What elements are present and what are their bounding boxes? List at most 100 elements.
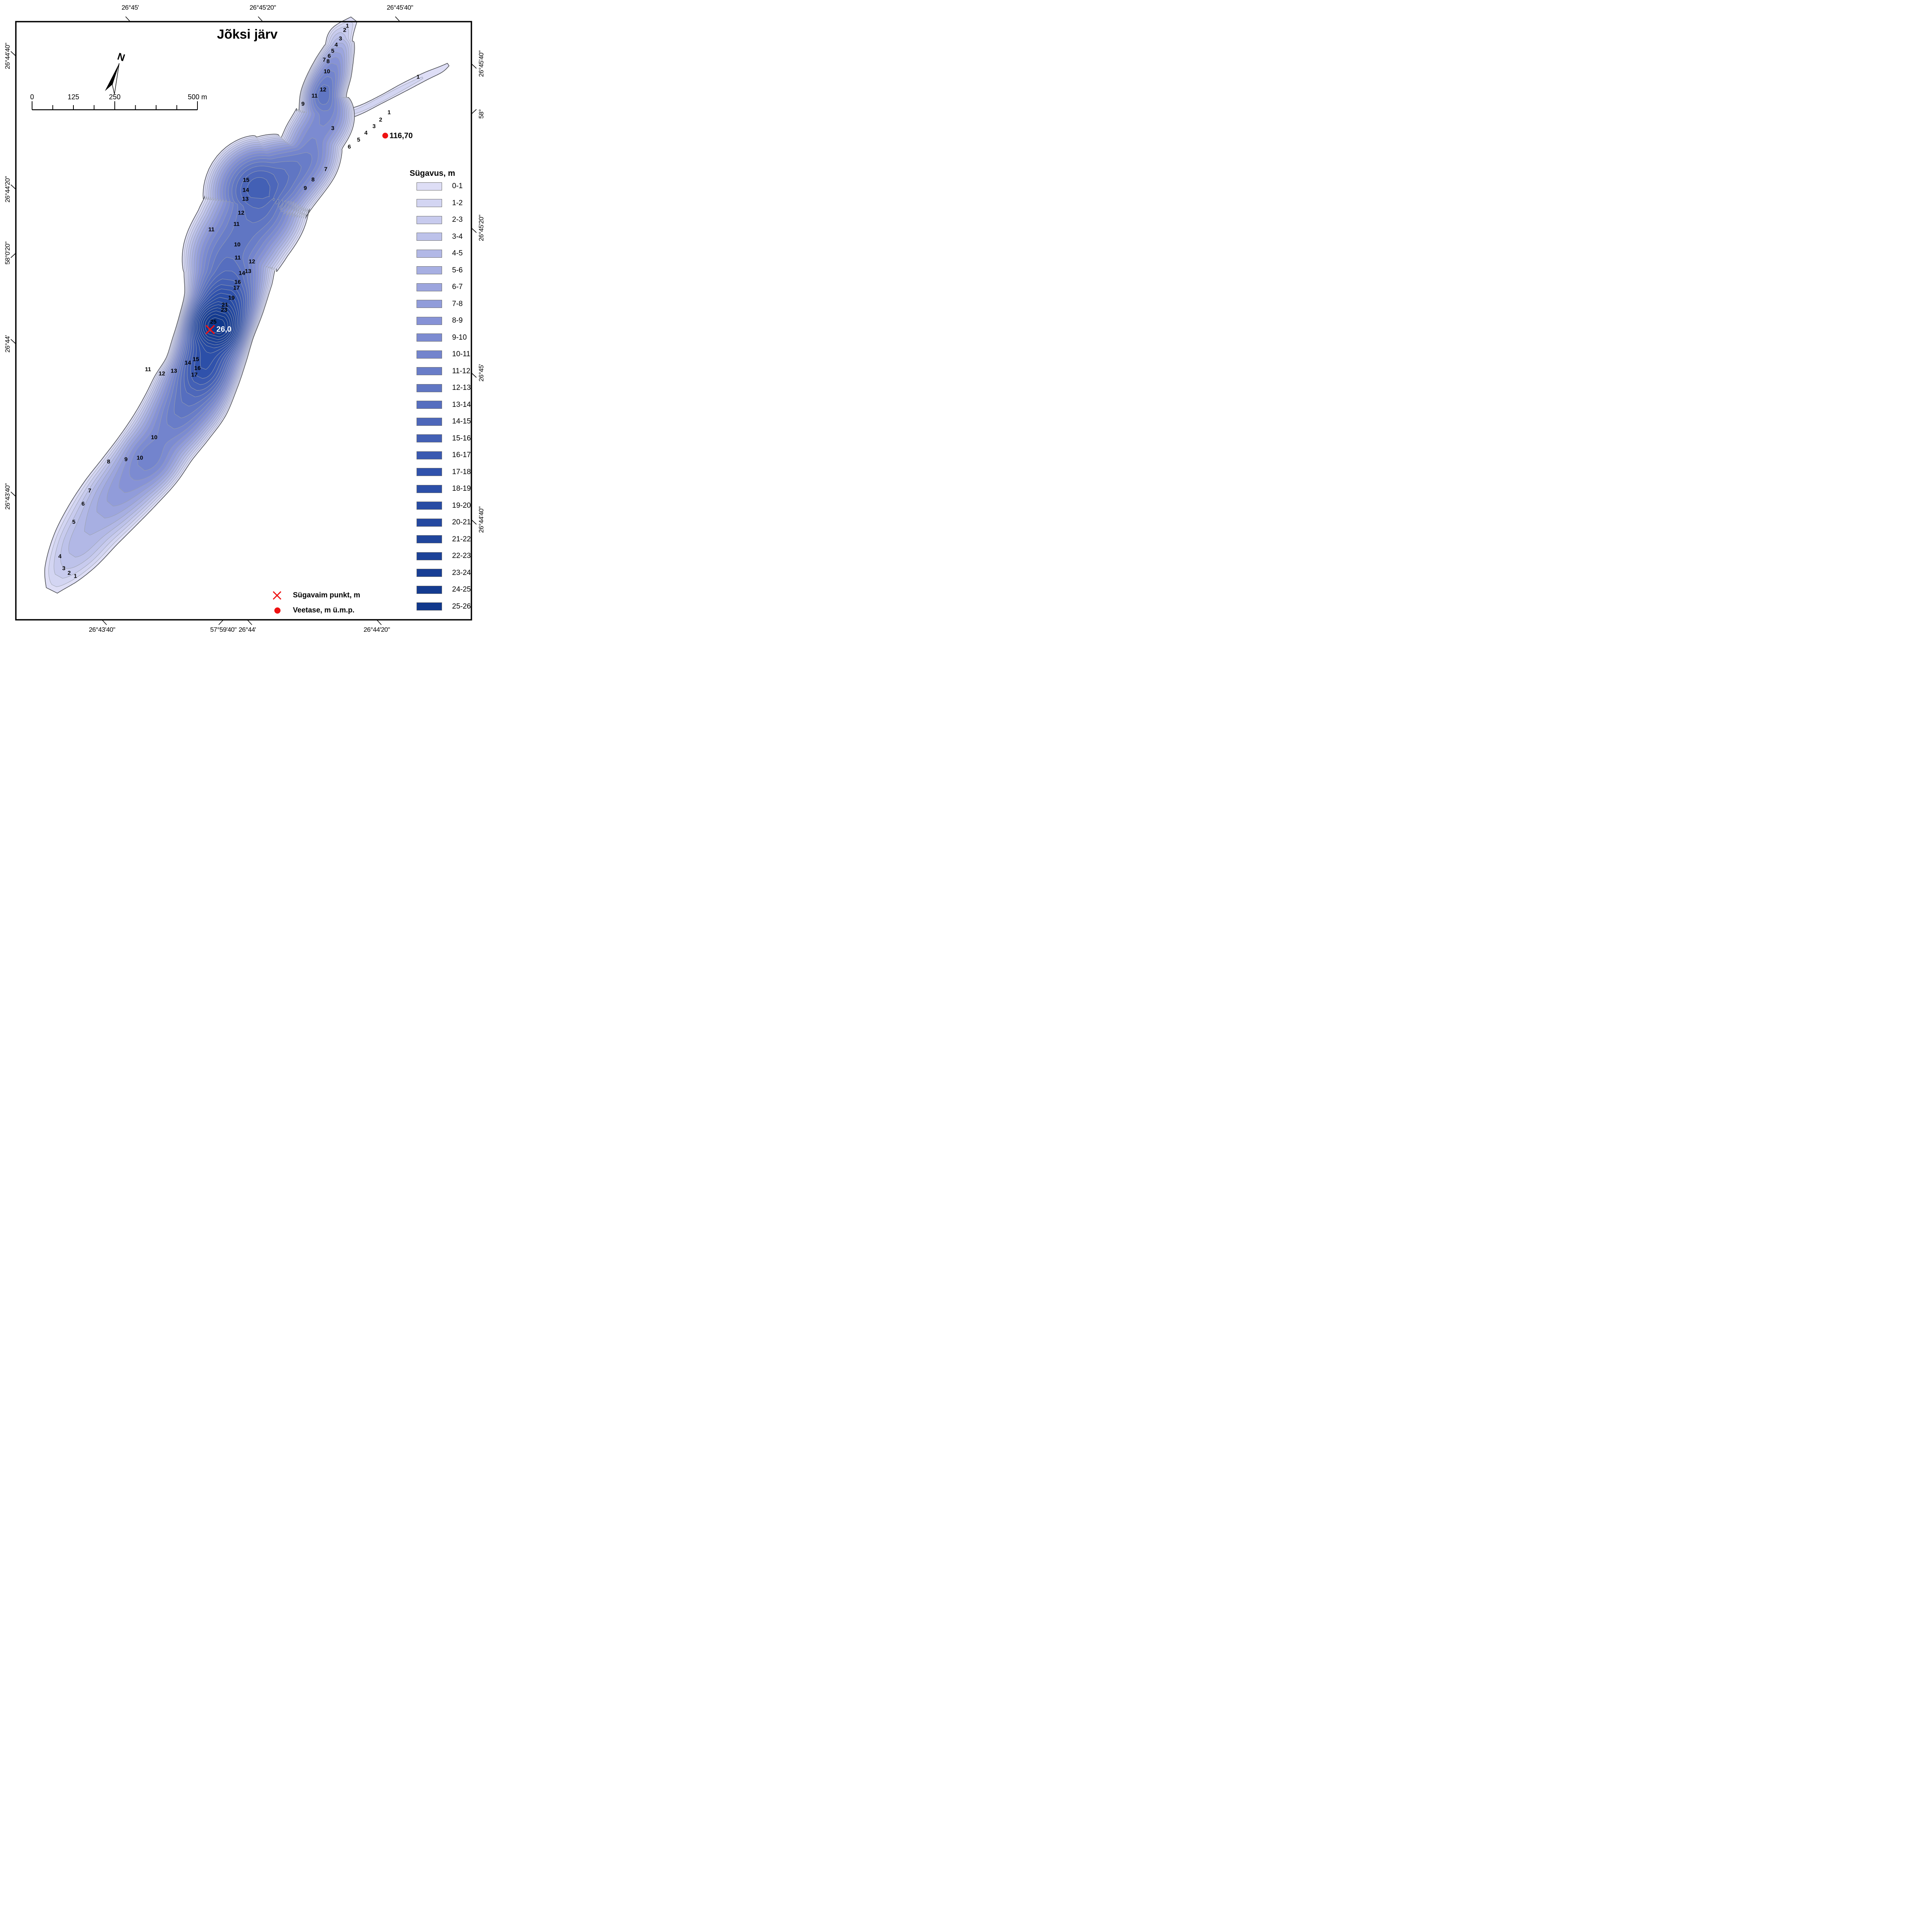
coord-label-bottom: 57°59'40" (210, 626, 237, 633)
depth-contour-label: 15 (192, 356, 199, 363)
legend-row: 2-3 (417, 216, 463, 224)
water-level-value: 116,70 (389, 131, 413, 140)
depth-contour-label: 8 (311, 176, 315, 183)
legend-swatch (417, 266, 442, 274)
map-frame (15, 21, 472, 621)
legend-row: 24-25 (417, 585, 471, 594)
scale-bar-number: 0 (30, 93, 34, 101)
legend-range-label: 13-14 (452, 400, 471, 409)
depth-contour-label: 12 (238, 209, 245, 216)
legend-swatch (417, 401, 442, 409)
depth-contour-label: 14 (184, 359, 191, 366)
coord-label-right: 26°45'20" (478, 214, 485, 242)
legend-range-label: 0-1 (452, 182, 463, 190)
legend-range-label: 8-9 (452, 316, 463, 325)
depth-contour-label: 1 (73, 573, 77, 580)
legend-title: Sügavus, m (410, 169, 455, 178)
depth-contour-label: 11 (311, 92, 318, 99)
coord-label-left: 58°0'20" (4, 242, 11, 265)
bathymetry-canvas: N (10, 16, 477, 625)
legend-swatch (417, 182, 442, 190)
coord-label-right: 58° (478, 109, 485, 119)
legend-row: 18-19 (417, 485, 471, 493)
legend-range-label: 25-26 (452, 602, 471, 611)
legend-swatch (417, 300, 442, 308)
legend-row: 13-14 (417, 401, 471, 409)
legend-range-label: 1-2 (452, 199, 463, 207)
north-arrow-icon: N (105, 50, 126, 94)
coord-label-right: 26°45' (478, 364, 485, 382)
legend-row: 16-17 (417, 451, 471, 459)
depth-contour-label: 12 (320, 86, 327, 93)
legend-range-label: 7-8 (452, 299, 463, 308)
depth-contour-label: 7 (322, 56, 326, 63)
coord-label-top: 26°45'20" (249, 4, 276, 11)
depth-contour-label: 6 (327, 53, 331, 60)
depth-contour-label: 3 (62, 565, 66, 572)
depth-contour-label: 17 (233, 284, 240, 291)
legend-range-label: 5-6 (452, 266, 463, 274)
depth-contour-label: 1 (416, 73, 420, 80)
depth-contour-label: 3 (372, 123, 376, 130)
depth-contour-label: 6 (347, 143, 351, 150)
legend-swatch (417, 283, 442, 291)
coord-label-left: 26°44'40" (4, 43, 11, 70)
legend-swatch (417, 333, 442, 342)
depth-contour-label: 16 (234, 279, 241, 286)
legend-swatch (417, 569, 442, 577)
legend-swatch (417, 485, 442, 493)
legend-row: 14-15 (417, 417, 471, 426)
legend-swatch (417, 350, 442, 359)
depth-contour-label: 15 (243, 177, 250, 184)
depth-contour-label: 9 (124, 456, 128, 463)
legend-range-label: 9-10 (452, 333, 467, 342)
lake-contours (44, 17, 357, 594)
legend-row: 10-11 (417, 350, 470, 359)
bathymetric-map-page: N Jõksi järv Sügavus, m 26,0 116,70 Süga… (0, 0, 493, 638)
legend-row: 1-2 (417, 199, 463, 207)
depth-contour-label: 2 (343, 27, 347, 34)
legend-swatch (417, 535, 442, 543)
legend-row: 25-26 (417, 602, 471, 611)
legend-row: 4-5 (417, 249, 463, 258)
depth-contour-label: 4 (58, 553, 62, 560)
legend-swatch (417, 585, 442, 594)
depth-contour-label: 17 (191, 371, 198, 378)
legend-range-label: 10-11 (452, 350, 471, 358)
depth-contour-label: 14 (238, 270, 245, 277)
legend-swatch (417, 384, 442, 392)
depth-contour-label: 11 (208, 226, 214, 233)
legend-row: 21-22 (417, 535, 471, 544)
depth-contour-label: 11 (233, 221, 240, 228)
depth-contour-label: 25 (210, 318, 217, 325)
legend-row: 5-6 (417, 266, 463, 275)
coord-label-left: 26°44'20" (4, 176, 11, 203)
legend-range-label: 15-16 (452, 434, 471, 442)
legend-swatch (417, 518, 442, 527)
depth-contour-label: 7 (324, 166, 328, 173)
legend-row: 6-7 (417, 283, 463, 291)
depth-contour-label: 13 (242, 196, 249, 202)
depth-contour-label: 16 (194, 365, 201, 372)
outflow-channel (338, 63, 449, 122)
legend-swatch (417, 367, 442, 375)
depth-contour-label: 5 (72, 519, 76, 526)
page-title: Jõksi järv (217, 27, 278, 42)
water-level-dot-icon (382, 133, 388, 139)
symbol-legend-deepest-label: Sügavaim punkt, m (293, 591, 361, 599)
legend-range-label: 16-17 (452, 451, 471, 459)
legend-range-label: 24-25 (452, 585, 471, 594)
legend-swatch (417, 249, 442, 258)
legend-row: 7-8 (417, 300, 463, 308)
legend-range-label: 21-22 (452, 535, 471, 543)
depth-contour-label: 10 (323, 68, 330, 75)
legend-swatch (417, 434, 442, 442)
deepest-point-cross-icon (205, 325, 215, 335)
depth-contour-label: 2 (379, 116, 383, 123)
depth-contour-label: 5 (331, 48, 335, 54)
legend-range-label: 22-23 (452, 552, 471, 560)
scale-bar-number: 125 (67, 93, 80, 101)
legend-row: 0-1 (417, 182, 463, 190)
graticule-ticks (10, 16, 477, 625)
depth-contour-label: 10 (234, 241, 241, 248)
